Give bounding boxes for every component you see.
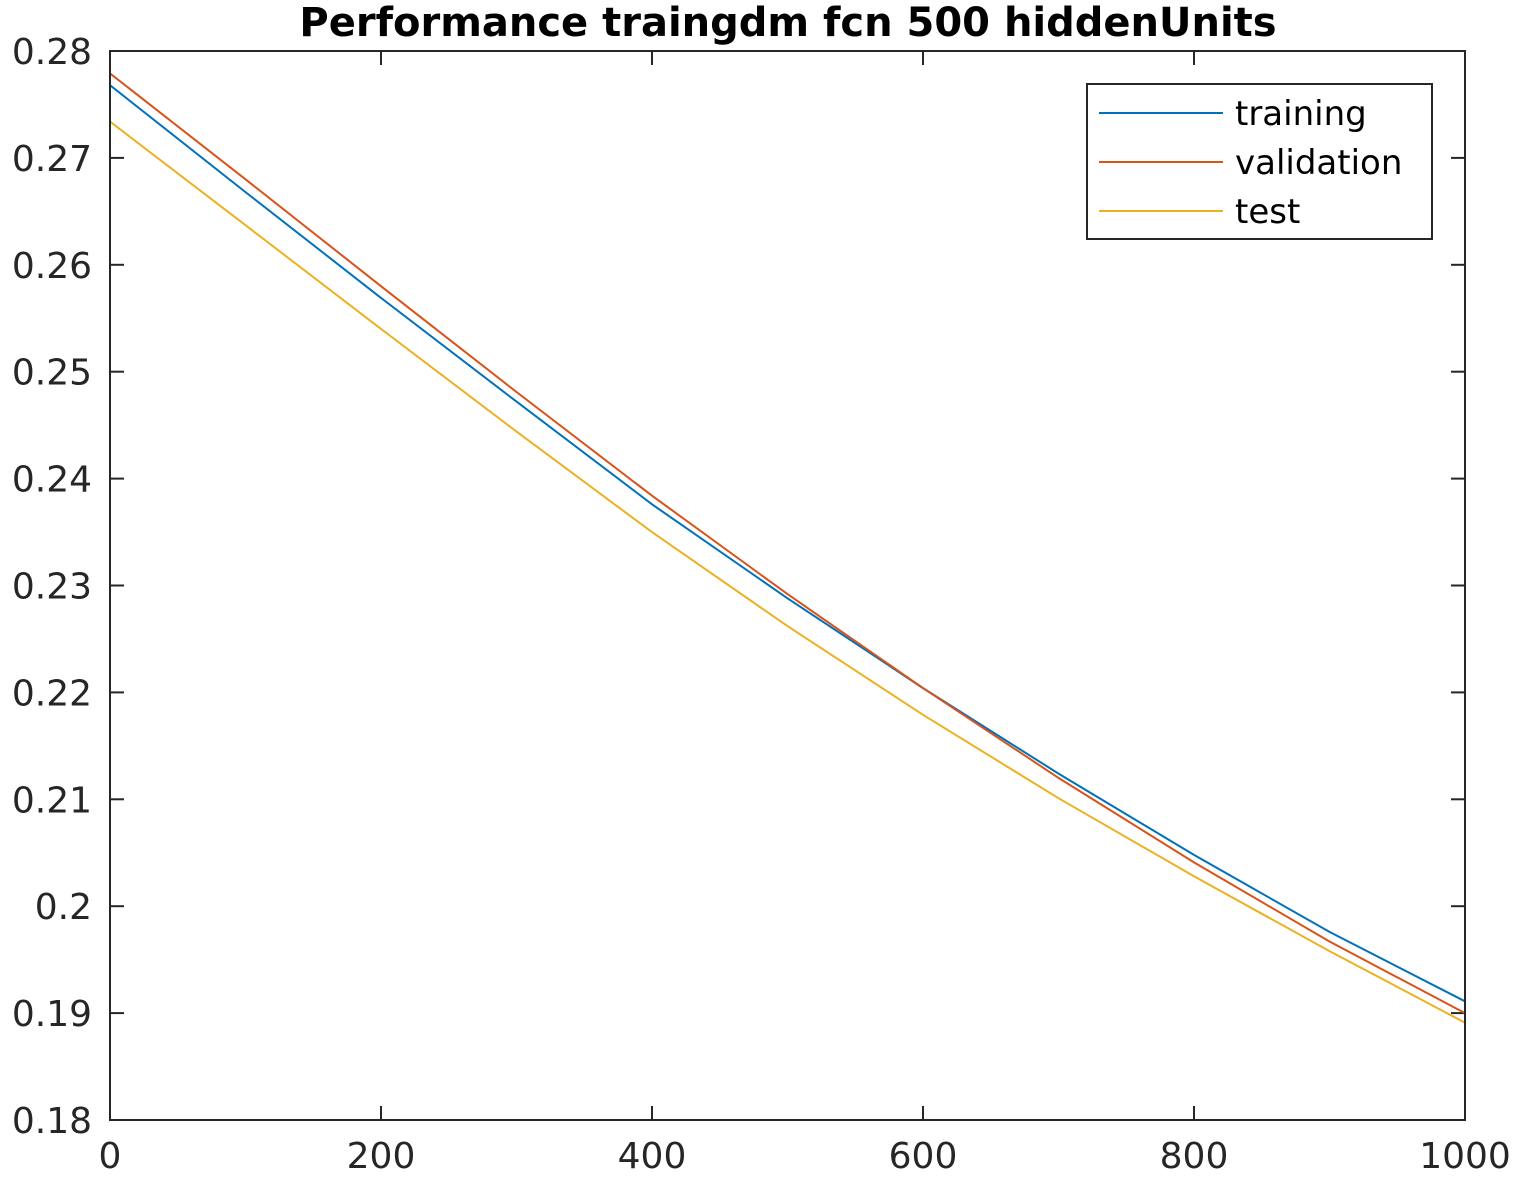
x-tick-label: 0	[99, 1136, 122, 1177]
y-tick-label: 0.22	[12, 673, 92, 714]
y-tick-label: 0.23	[12, 567, 92, 608]
y-tick-label: 0.27	[12, 139, 92, 180]
x-tick-label: 200	[347, 1136, 416, 1177]
x-tick-label: 600	[889, 1136, 958, 1177]
ticks-layer: 0 200 400 600 800 1000 0.18 0.19 0.2 0.21 0.22 0.23…	[12, 32, 1511, 1177]
x-tick-label: 400	[618, 1136, 687, 1177]
y-tick-label: 0.18	[12, 1101, 92, 1142]
chart-title: Performance traingdm fcn 500 hiddenUnits	[299, 0, 1276, 46]
y-tick-label: 0.21	[12, 780, 92, 821]
legend: training validation test	[1086, 83, 1433, 240]
legend-label-training: training	[1235, 94, 1367, 134]
y-tick-label: 0.28	[12, 32, 92, 73]
y-tick-label: 0.25	[12, 353, 92, 394]
y-tick-label: 0.19	[12, 994, 92, 1035]
y-tick-label: 0.2	[35, 887, 92, 928]
series-layer	[109, 72, 1466, 1024]
series-line-validation	[109, 72, 1466, 1014]
series-line-test	[109, 120, 1466, 1024]
y-tick-label: 0.24	[12, 460, 92, 501]
y-tick-label: 0.26	[12, 246, 92, 287]
plot-area-frame	[109, 50, 1466, 1121]
series-line-training	[109, 84, 1466, 1003]
legend-label-test: test	[1235, 192, 1300, 232]
legend-label-validation: validation	[1235, 143, 1402, 183]
x-tick-label: 1000	[1419, 1136, 1511, 1177]
x-tick-label: 800	[1160, 1136, 1229, 1177]
